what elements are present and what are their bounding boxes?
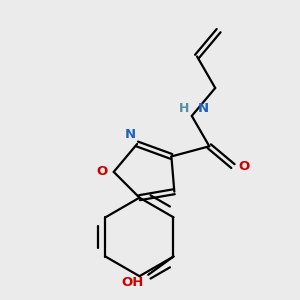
Text: N: N [124,128,136,141]
Text: O: O [238,160,250,172]
Text: OH: OH [122,276,144,289]
Text: H: H [178,101,189,115]
Text: N: N [197,101,208,115]
Text: O: O [97,165,108,178]
